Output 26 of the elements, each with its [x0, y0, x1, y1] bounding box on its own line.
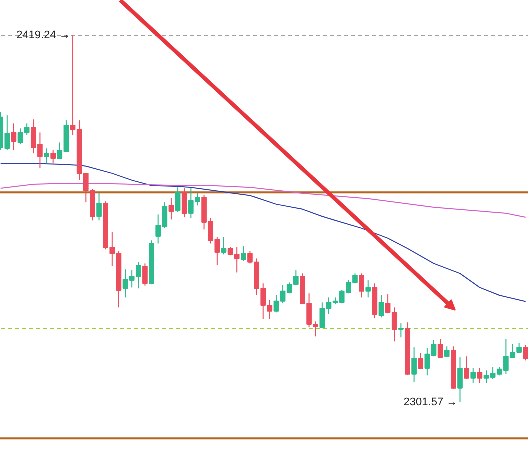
- candlestick: [398, 323, 404, 338]
- candlestick: [96, 193, 102, 222]
- candlestick: [458, 357, 463, 404]
- candlestick: [240, 246, 246, 262]
- candlestick: [4, 115, 10, 151]
- annotation: 2301.57 →: [404, 396, 458, 409]
- candlestick: [523, 344, 528, 362]
- annotation: 2419.24 →: [16, 30, 70, 42]
- candlestick: [438, 338, 444, 359]
- candlestick: [378, 294, 384, 318]
- candlestick: [412, 347, 417, 383]
- candlestick: [142, 263, 148, 286]
- candlestick: [182, 188, 188, 218]
- candlestick: [221, 236, 227, 256]
- candlestick: [11, 123, 17, 151]
- candlestick: [168, 198, 174, 220]
- candlestick: [418, 352, 424, 370]
- candlestick: [175, 187, 181, 214]
- candlestick: [359, 273, 364, 298]
- candlestick: [50, 150, 56, 164]
- candlestick: [477, 368, 483, 384]
- candlestick: [470, 368, 476, 384]
- candlestick: [464, 356, 470, 380]
- candlestick: [44, 148, 50, 164]
- candlestick: [444, 346, 450, 358]
- candlestick: [366, 280, 372, 298]
